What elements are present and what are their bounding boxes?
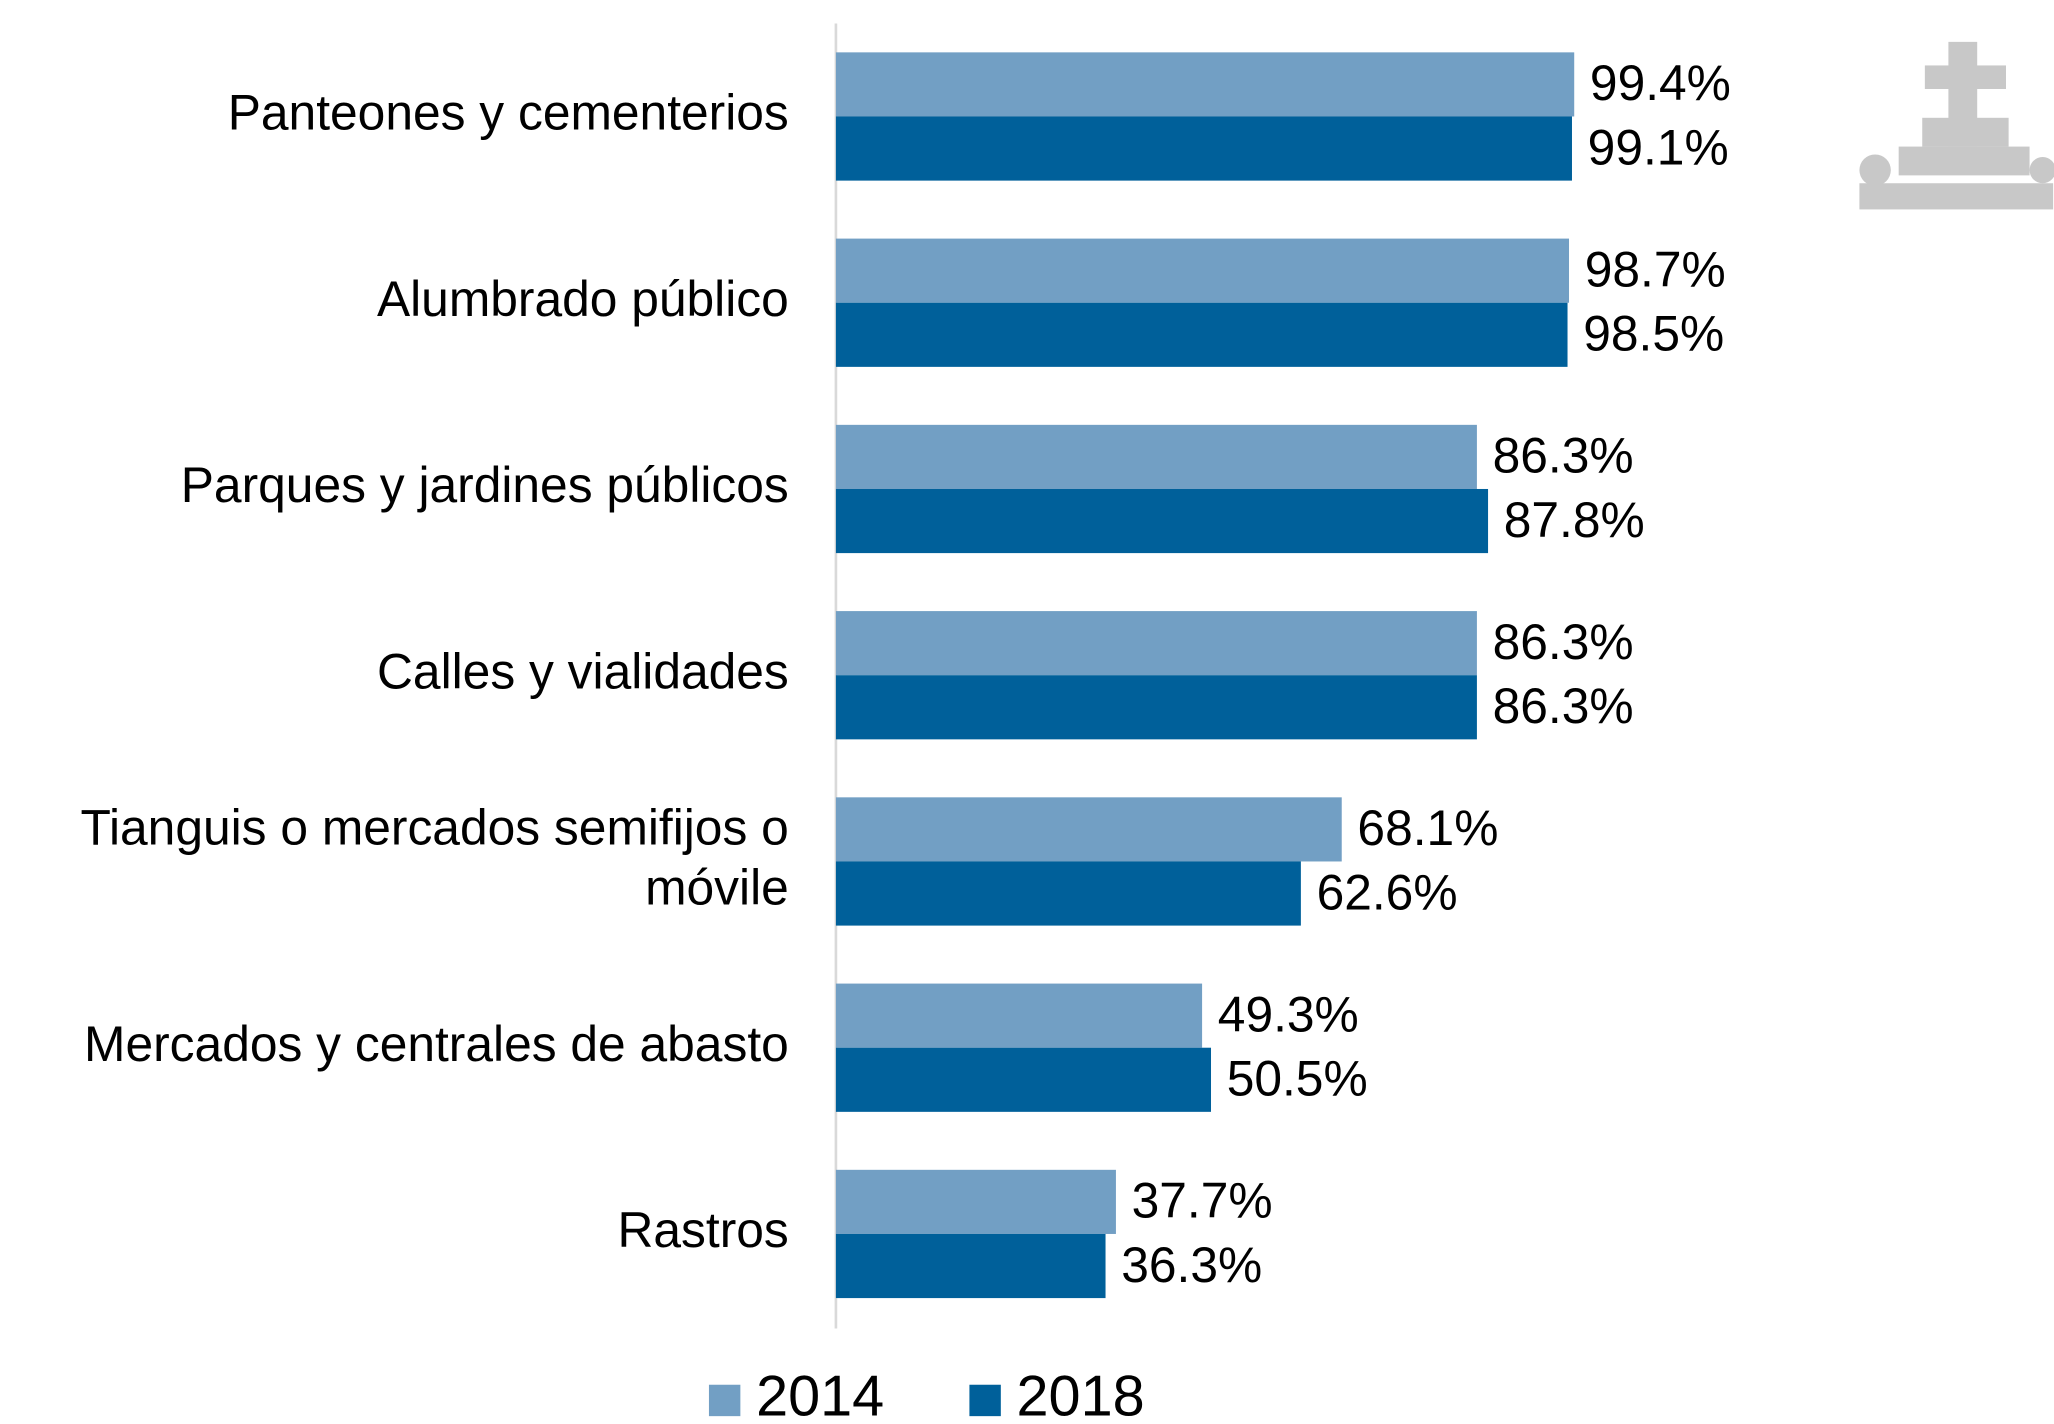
bar — [835, 1169, 1116, 1234]
y-tick-label: Mercados y centrales de abasto — [84, 1016, 789, 1072]
legend-swatch — [708, 1384, 741, 1417]
data-label: 99.4% — [1590, 55, 1731, 111]
y-tick-label: Tianguis o mercados semifijos o móvile — [80, 800, 788, 916]
bar — [835, 116, 1572, 181]
bar — [835, 302, 1568, 367]
label-line: Tianguis o mercados semifijos o — [80, 800, 788, 856]
data-label: 98.5% — [1583, 306, 1724, 362]
y-tick-label: Panteones y cementerios — [228, 85, 789, 141]
bar — [835, 861, 1301, 926]
data-label: 87.8% — [1504, 492, 1645, 548]
bar — [835, 611, 1477, 676]
data-label: 62.6% — [1317, 864, 1458, 920]
bar — [835, 238, 1570, 303]
bar — [835, 1047, 1212, 1112]
bar — [835, 424, 1477, 489]
data-label: 86.3% — [1493, 678, 1634, 734]
bar — [835, 488, 1489, 554]
bar — [835, 797, 1342, 862]
data-label: 50.5% — [1227, 1051, 1368, 1107]
legend-swatch — [969, 1384, 1001, 1417]
bar — [835, 52, 1575, 117]
data-label: 98.7% — [1585, 241, 1726, 297]
y-tick-label: Parques y jardines públicos — [181, 457, 789, 513]
label-line: móvile — [645, 860, 789, 916]
data-label: 99.1% — [1588, 119, 1729, 175]
bar — [835, 983, 1203, 1048]
y-tick-label: Rastros — [617, 1202, 788, 1258]
bar — [835, 1233, 1106, 1299]
icon — [1859, 41, 2054, 210]
data-label: 68.1% — [1357, 800, 1498, 856]
data-label: 49.3% — [1218, 986, 1359, 1042]
legend-label: 2014 — [756, 1365, 884, 1424]
data-label: 86.3% — [1493, 614, 1634, 670]
data-label: 36.3% — [1121, 1237, 1262, 1293]
bar — [835, 675, 1477, 740]
data-label: 86.3% — [1493, 428, 1634, 484]
y-tick-label: Alumbrado público — [377, 271, 789, 327]
data-label: 37.7% — [1132, 1173, 1273, 1229]
y-tick-label: Calles y vialidades — [377, 643, 789, 699]
legend-label: 2018 — [1017, 1365, 1145, 1424]
